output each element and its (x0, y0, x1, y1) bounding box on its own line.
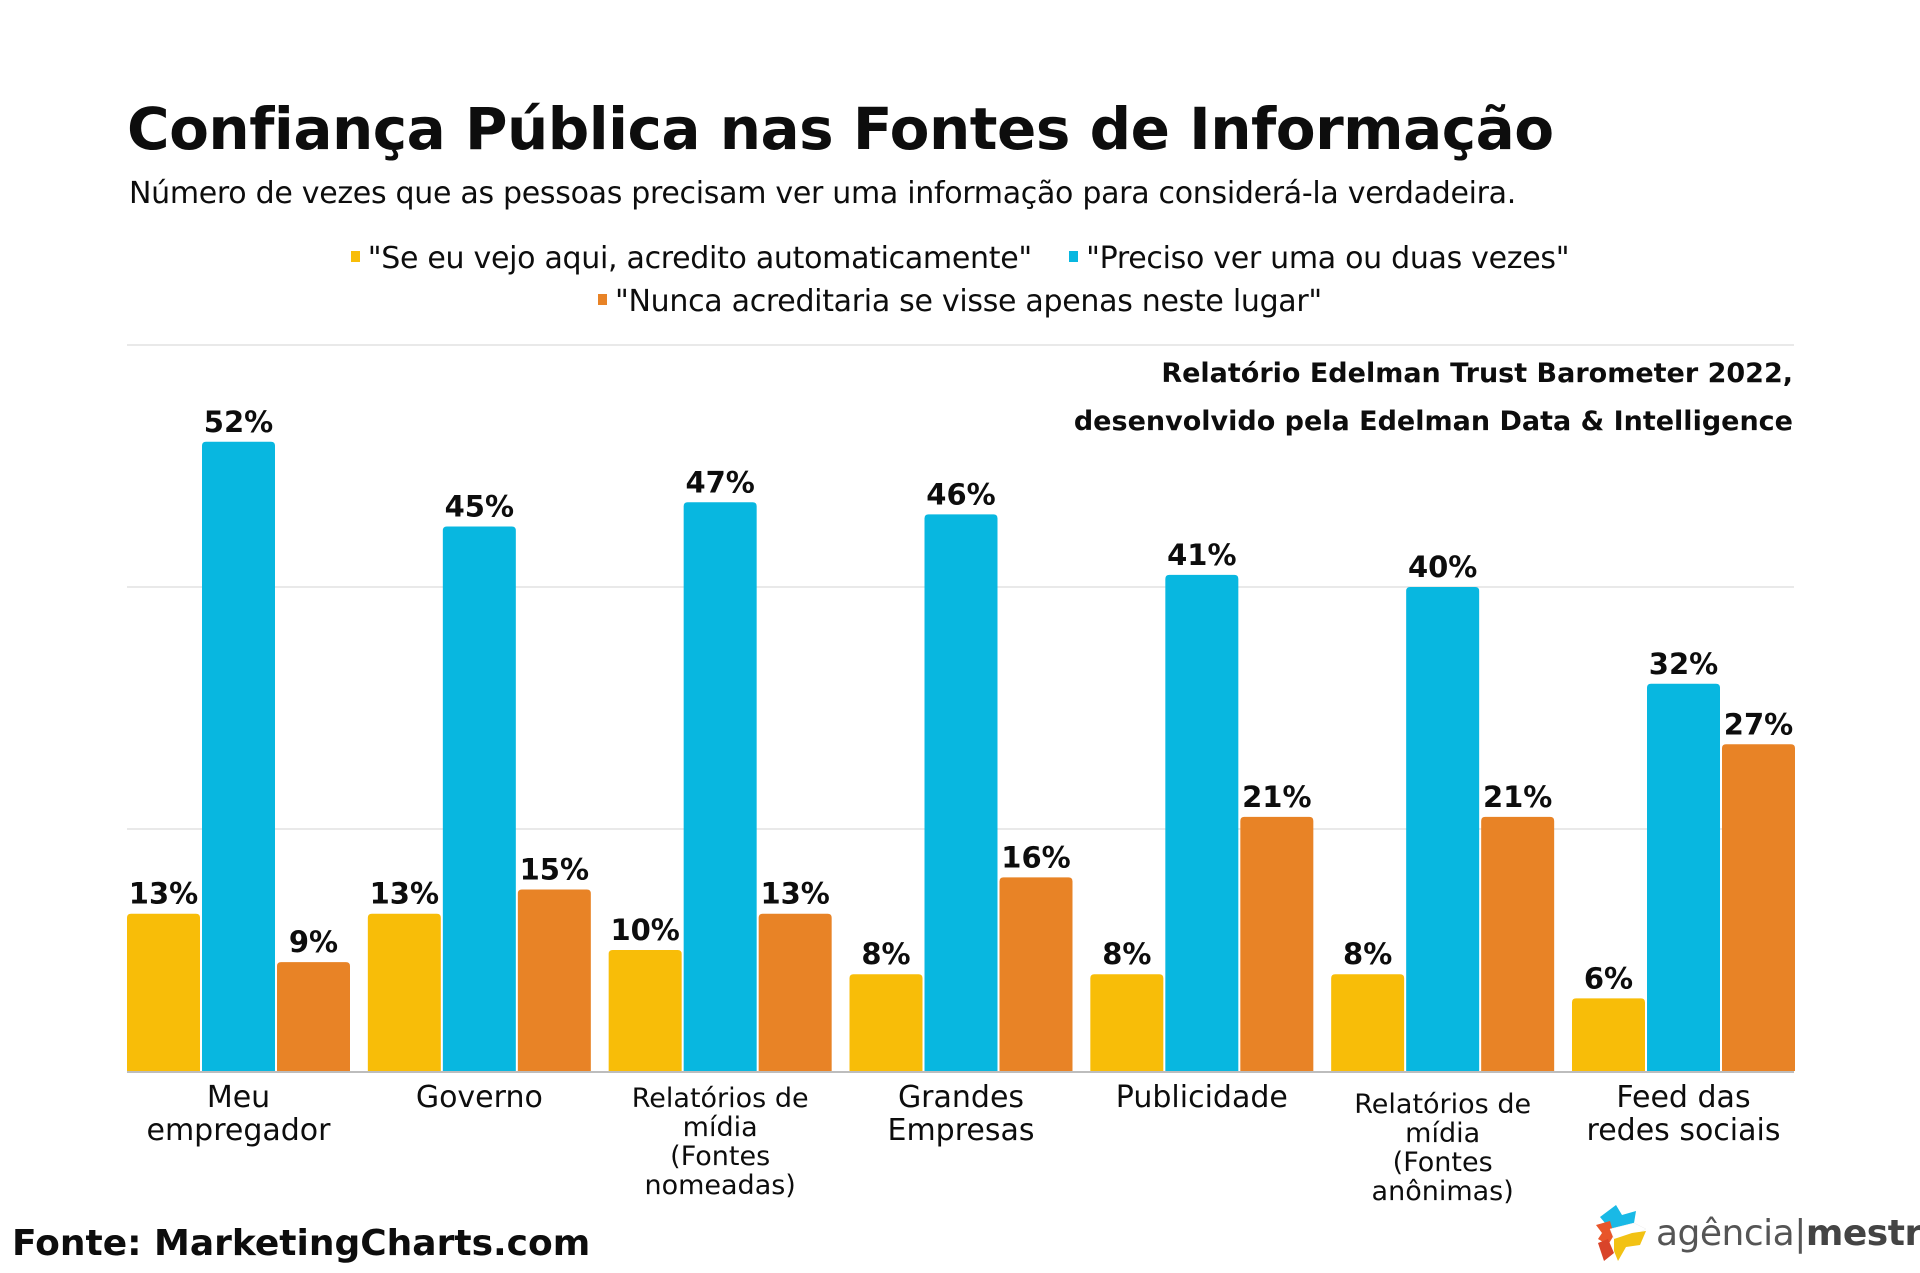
bar (924, 514, 998, 1071)
bar (1165, 574, 1239, 1071)
footer-source: Fonte: MarketingCharts.com (12, 1223, 591, 1264)
data-label: 21% (1483, 780, 1552, 814)
x-tick-label: mídia (683, 1112, 758, 1143)
chart-title: Confiança Pública nas Fontes de Informaç… (127, 95, 1554, 163)
data-label: 9% (289, 925, 338, 959)
bar (849, 974, 923, 1071)
legend-label: "Preciso ver uma ou duas vezes" (1086, 241, 1570, 276)
legend-item-series-3: "Nunca acreditaria se visse apenas neste… (598, 284, 1322, 319)
data-label: 16% (1001, 840, 1070, 874)
bar (608, 950, 682, 1071)
data-label: 41% (1167, 538, 1236, 572)
x-tick-label: empregador (146, 1113, 331, 1148)
data-label: 10% (610, 913, 679, 947)
x-tick-label: nomeadas) (644, 1170, 795, 1201)
report-source-note: Relatório Edelman Trust Barometer 2022, … (1074, 350, 1793, 446)
data-label: 15% (520, 853, 589, 887)
data-label: 21% (1242, 780, 1311, 814)
data-label: 45% (445, 490, 514, 524)
legend-row-2: "Nunca acreditaria se visse apenas neste… (0, 284, 1920, 319)
x-tick-label: Feed das (1616, 1080, 1750, 1115)
legend-label: "Se eu vejo aqui, acredito automaticamen… (367, 241, 1032, 276)
bar (1331, 974, 1405, 1071)
x-tick-label: mídia (1405, 1118, 1480, 1149)
bar (517, 889, 591, 1071)
data-label: 8% (1102, 937, 1151, 971)
bar (758, 913, 832, 1071)
bar (367, 913, 441, 1071)
bar (202, 441, 275, 1071)
bar (1240, 816, 1314, 1071)
data-label: 47% (685, 465, 754, 499)
bar (277, 962, 350, 1071)
data-label: 6% (1584, 961, 1633, 995)
logo-star-icon (1596, 1205, 1647, 1261)
legend-item-series-1: "Se eu vejo aqui, acredito automaticamen… (350, 241, 1032, 276)
legend-item-series-2: "Preciso ver uma ou duas vezes" (1069, 241, 1570, 276)
x-tick-label: (Fontes (1393, 1147, 1493, 1178)
logo-text-part2: mestre (1805, 1212, 1920, 1254)
bar (442, 526, 516, 1071)
data-label: 32% (1649, 647, 1718, 681)
data-label: 27% (1724, 707, 1793, 741)
bar (1090, 974, 1164, 1071)
logo-text-part1: agência (1656, 1212, 1795, 1254)
data-label: 13% (129, 877, 198, 911)
bar (999, 877, 1073, 1071)
legend-label: "Nunca acreditaria se visse apenas neste… (615, 284, 1322, 319)
x-tick-label: Publicidade (1116, 1080, 1288, 1115)
x-tick-label: Governo (416, 1080, 543, 1115)
x-tick-label: anônimas) (1372, 1176, 1514, 1207)
bar (127, 913, 200, 1071)
legend-swatch-blue (1069, 251, 1079, 262)
x-tick-label: redes sociais (1587, 1113, 1781, 1148)
data-label: 13% (760, 877, 829, 911)
x-tick-label: Meu (207, 1080, 270, 1115)
report-source-line-2: desenvolvido pela Edelman Data & Intelli… (1073, 406, 1793, 437)
legend-swatch-orange (598, 294, 608, 305)
data-label: 13% (370, 877, 439, 911)
data-label: 8% (861, 937, 910, 971)
bar (1572, 998, 1645, 1071)
bar (683, 502, 757, 1071)
x-tick-label: Relatórios de (1354, 1089, 1531, 1120)
bar (1722, 744, 1795, 1071)
x-tick-label: Empresas (888, 1113, 1035, 1148)
data-label: 52% (204, 405, 273, 439)
bar (1406, 587, 1480, 1071)
bars (127, 441, 1795, 1071)
data-label: 40% (1408, 550, 1477, 584)
x-tick-label: Relatórios de (632, 1083, 809, 1114)
data-labels: 13% 52% 9% 13% 45% 15% 10% 47% 13% 8% 46% 16% 8% 41% 2… (129, 405, 1793, 996)
logo-text: agência|mestre (1656, 1213, 1920, 1254)
bar (1647, 683, 1720, 1071)
data-label: 46% (926, 477, 995, 511)
logo-separator: | (1794, 1212, 1806, 1254)
bar (1481, 816, 1555, 1071)
x-tick-label: (Fontes (670, 1141, 770, 1172)
data-label: 8% (1343, 937, 1392, 971)
legend-swatch-yellow (350, 251, 360, 262)
agencia-mestre-logo: agência|mestre (1596, 1203, 1920, 1263)
x-tick-label: Grandes (898, 1080, 1024, 1115)
legend-row-1: "Se eu vejo aqui, acredito automaticamen… (0, 241, 1920, 276)
chart-subtitle: Número de vezes que as pessoas precisam … (129, 176, 1516, 211)
report-source-line-1: Relatório Edelman Trust Barometer 2022, (1161, 358, 1793, 389)
